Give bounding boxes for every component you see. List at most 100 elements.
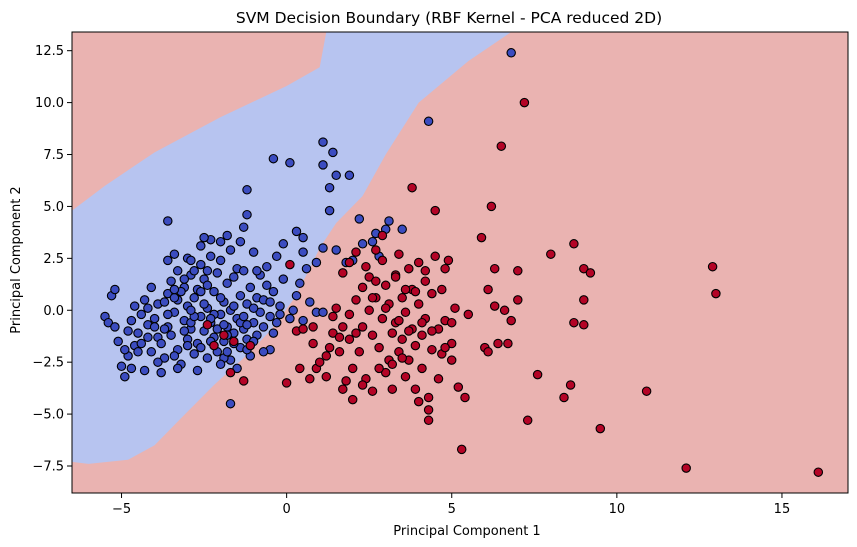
x-tick-label: 5 — [448, 502, 456, 517]
data-point-class-1 — [354, 347, 365, 357]
data-point-class-0 — [159, 353, 170, 363]
data-point-class-1 — [579, 320, 589, 330]
data-point-class-1 — [493, 338, 503, 349]
data-point-class-1 — [410, 286, 421, 297]
data-point-class-0 — [318, 307, 328, 318]
data-point-class-0 — [268, 286, 279, 297]
data-point-class-0 — [235, 236, 246, 247]
data-point-class-0 — [238, 311, 249, 322]
data-point-class-0 — [143, 303, 153, 313]
y-axis: −7.5 −5.0 −2.5 0.0 2.5 5.0 7.5 10.0 12.5 — [32, 44, 72, 475]
data-point-class-0 — [116, 361, 127, 372]
y-tick-label: 5.0 — [43, 200, 64, 215]
data-point-class-1 — [380, 367, 391, 378]
data-point-class-1 — [456, 444, 467, 455]
data-point-class-1 — [338, 384, 348, 394]
data-point-class-0 — [113, 336, 123, 347]
data-point-class-1 — [417, 317, 427, 328]
data-point-class-0 — [163, 309, 173, 320]
data-point-class-1 — [357, 282, 368, 293]
data-point-class-1 — [489, 263, 500, 274]
data-point-class-0 — [159, 297, 170, 307]
data-point-class-0 — [196, 286, 206, 297]
data-point-class-0 — [189, 293, 199, 303]
data-point-class-1 — [295, 363, 305, 374]
data-point-class-1 — [305, 374, 315, 384]
data-point-class-1 — [711, 288, 721, 299]
data-point-class-1 — [433, 374, 444, 384]
data-point-class-1 — [417, 330, 427, 340]
data-point-class-0 — [318, 243, 328, 253]
data-point-class-1 — [641, 386, 652, 396]
data-point-class-0 — [159, 324, 170, 334]
data-point-class-1 — [202, 320, 213, 330]
data-point-class-1 — [427, 344, 437, 355]
data-point-class-0 — [235, 290, 246, 301]
data-point-class-0 — [189, 349, 199, 359]
data-point-class-1 — [423, 415, 434, 426]
data-point-class-0 — [139, 365, 150, 376]
data-point-class-1 — [410, 384, 421, 394]
plot-frame — [71, 31, 849, 494]
data-point-class-1 — [440, 342, 450, 353]
data-point-class-1 — [400, 371, 411, 382]
data-point-class-0 — [222, 278, 232, 289]
data-point-class-1 — [298, 324, 308, 334]
data-point-class-1 — [209, 340, 219, 351]
data-point-class-0 — [318, 160, 328, 170]
data-point-class-0 — [186, 305, 196, 316]
data-point-class-0 — [357, 239, 368, 249]
data-point-class-0 — [179, 326, 190, 336]
y-tick-label: 0.0 — [43, 304, 64, 319]
data-point-class-1 — [463, 309, 474, 320]
data-point-class-0 — [120, 344, 130, 355]
data-point-class-0 — [305, 297, 315, 307]
data-point-class-1 — [331, 303, 341, 313]
data-point-class-1 — [380, 280, 391, 291]
data-point-class-1 — [707, 261, 718, 272]
data-point-class-0 — [199, 232, 209, 243]
data-point-class-0 — [367, 236, 378, 247]
data-point-class-0 — [265, 297, 275, 307]
data-point-class-0 — [110, 322, 120, 332]
data-point-class-1 — [486, 201, 497, 212]
data-point-class-0 — [328, 147, 338, 158]
data-point-class-1 — [417, 363, 427, 374]
data-point-class-0 — [295, 278, 305, 289]
data-point-class-1 — [377, 255, 388, 266]
data-point-class-1 — [585, 268, 596, 278]
data-point-class-0 — [153, 357, 163, 367]
data-point-class-0 — [245, 282, 256, 293]
data-point-class-0 — [242, 299, 252, 309]
data-point-class-1 — [338, 268, 348, 278]
data-point-class-1 — [364, 272, 374, 282]
data-point-class-1 — [387, 359, 398, 370]
data-point-class-0 — [285, 158, 295, 168]
data-point-class-0 — [163, 288, 173, 299]
y-tick-label: −2.5 — [32, 356, 64, 371]
data-point-class-1 — [506, 315, 516, 326]
chart-title: SVM Decision Boundary (RBF Kernel - PCA … — [236, 9, 662, 27]
data-point-class-0 — [133, 328, 143, 338]
data-point-class-0 — [242, 320, 252, 330]
data-point-class-0 — [298, 232, 308, 243]
data-point-class-0 — [215, 359, 226, 370]
data-point-class-0 — [179, 274, 190, 284]
data-point-class-0 — [136, 309, 147, 320]
data-point-class-0 — [262, 261, 272, 272]
data-point-class-1 — [420, 266, 431, 276]
data-point-class-1 — [238, 376, 249, 386]
data-point-class-0 — [271, 251, 282, 262]
data-point-class-1 — [522, 415, 533, 426]
data-point-class-1 — [351, 247, 361, 257]
data-point-class-1 — [285, 259, 295, 270]
data-point-class-1 — [371, 245, 381, 255]
data-point-class-1 — [446, 338, 457, 349]
data-point-class-1 — [334, 332, 345, 343]
data-point-class-1 — [321, 371, 332, 382]
data-point-class-1 — [367, 386, 378, 396]
data-point-class-1 — [453, 382, 464, 392]
data-point-class-0 — [354, 214, 365, 224]
data-point-class-0 — [133, 347, 143, 357]
data-point-class-0 — [258, 347, 269, 357]
